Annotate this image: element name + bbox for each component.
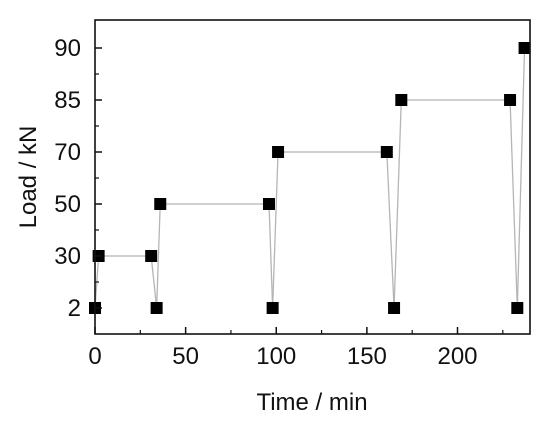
series-0-segment-5 — [268, 203, 274, 309]
series-0-point-10 — [395, 94, 408, 106]
series-0-segment-2 — [150, 255, 158, 309]
series-0-segment-9 — [393, 99, 402, 309]
series-0-segment-12 — [516, 47, 526, 309]
series-0-point-12 — [511, 302, 524, 314]
series-0-segment-3 — [155, 203, 161, 309]
series-0-point-9 — [388, 302, 401, 314]
series-0-point-13 — [518, 42, 531, 54]
y-tick-label-4: 85 — [54, 87, 81, 114]
y-axis-label: Load / kN — [15, 126, 42, 229]
x-tick-label-0: 0 — [88, 343, 101, 370]
x-axis-label: Time / min — [256, 389, 367, 416]
series-markers — [89, 42, 531, 314]
series-0-point-11 — [504, 94, 517, 106]
y-tick-label-5: 90 — [54, 35, 81, 62]
series-0-point-8 — [380, 146, 393, 158]
series-0-point-4 — [154, 198, 167, 210]
series-0-segment-6 — [271, 151, 279, 309]
series-0-point-3 — [150, 302, 163, 314]
series-0-point-6 — [266, 302, 279, 314]
y-tick-label-2: 50 — [54, 191, 81, 218]
y-tick-label-1: 30 — [54, 243, 81, 270]
series-0-point-5 — [263, 198, 275, 210]
series-0-point-7 — [272, 146, 285, 158]
plot-frame — [94, 19, 531, 335]
x-tick-label-3: 150 — [347, 343, 387, 370]
y-tick-label-0: 2 — [68, 295, 81, 322]
y-tick-label-3: 70 — [54, 139, 81, 166]
series-0-point-2 — [145, 250, 158, 262]
y-axis-ticks: 2 30 50 70 85 90 — [54, 35, 102, 322]
series-0-segment-8 — [386, 151, 395, 309]
x-tick-label-2: 100 — [256, 343, 296, 370]
x-axis-ticks: 0 50 100 150 200 — [88, 327, 504, 370]
x-tick-label-1: 50 — [172, 343, 199, 370]
series-lines — [94, 47, 526, 309]
series-0-segment-11 — [509, 99, 518, 309]
x-tick-label-4: 200 — [437, 343, 477, 370]
